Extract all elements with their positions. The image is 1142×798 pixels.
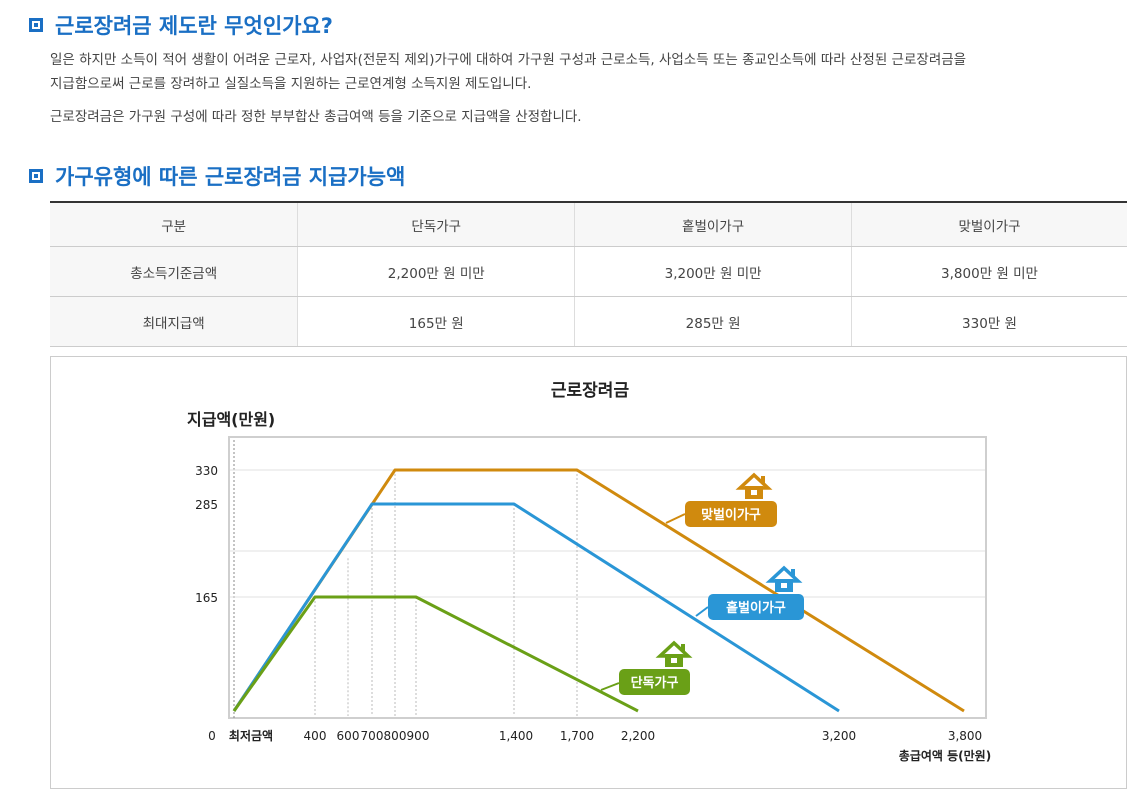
callout-label: 맞벌이가구	[701, 507, 761, 523]
table-header-cell: 맞벌이가구	[851, 201, 1127, 247]
callout-pointer	[600, 682, 620, 691]
chart-svg: 근로장려금 지급액(만원) 330 285 165 0 최저금액 400 600 700 80…	[187, 381, 991, 763]
x-tick-label: 900	[407, 729, 430, 743]
x-tick-label: 1,400	[499, 729, 533, 743]
house-chimney	[791, 569, 795, 576]
plot-area	[228, 436, 987, 719]
table-row-header: 총소득기준금액	[50, 246, 298, 297]
table-header-cell: 단독가구	[297, 201, 575, 247]
x-tick-label: 1,700	[560, 729, 594, 743]
callout-pointer	[695, 606, 709, 617]
y-axis-label: 지급액(만원)	[187, 410, 275, 429]
house-chimney	[761, 476, 765, 483]
section-title-what: 근로장려금 제도란 무엇인가요?	[29, 10, 333, 40]
house-window	[671, 658, 677, 663]
series-line-1	[232, 502, 840, 713]
table-cell: 3,800만 원 미만	[851, 246, 1127, 297]
x-tick-label: 800	[384, 729, 407, 743]
x-tick-label: 600	[337, 729, 360, 743]
house-icon	[655, 640, 693, 667]
callout-badge	[619, 669, 690, 695]
basis-paragraph: 근로장려금은 가구원 구성에 따라 정한 부부합산 총급여액 등을 기준으로 지…	[50, 109, 582, 125]
intro-paragraph: 일은 하지만 소득이 적어 생활이 어려운 근로자, 사업자(전문직 제외)가구…	[50, 48, 1120, 96]
table-cell: 2,200만 원 미만	[297, 246, 575, 297]
table-header-cell: 구분	[50, 201, 298, 247]
y-tick-label: 330	[195, 464, 218, 478]
section-title-text: 가구유형에 따른 근로장려금 지급가능액	[55, 165, 406, 189]
square-bullet-icon	[29, 18, 43, 32]
table-cell: 285만 원	[574, 296, 852, 347]
table-cell: 330만 원	[851, 296, 1127, 347]
house-icon	[765, 565, 803, 592]
table-cell: 3,200만 원 미만	[574, 246, 852, 297]
table-cell: 165만 원	[297, 296, 575, 347]
house-window	[751, 490, 757, 495]
square-bullet-icon	[29, 169, 43, 183]
x-tick-label: 3,800	[948, 729, 982, 743]
intro-line-1: 일은 하지만 소득이 적어 생활이 어려운 근로자, 사업자(전문직 제외)가구…	[50, 52, 967, 68]
callout-badge	[708, 594, 804, 620]
x-tick-label: 3,200	[822, 729, 856, 743]
y-tick-label: 165	[195, 591, 218, 605]
chart-box: 근로장려금 지급액(만원) 330 285 165 0 최저금액 400 600 700 80…	[50, 356, 1127, 789]
table-header-row: 구분 단독가구 홑벌이가구 맞벌이가구	[50, 201, 1127, 247]
table-row: 최대지급액 165만 원 285만 원 330만 원	[50, 296, 1127, 347]
callout-pointer	[665, 513, 686, 524]
amount-table: 구분 단독가구 홑벌이가구 맞벌이가구 총소득기준금액 2,200만 원 미만 …	[50, 201, 1127, 347]
section-title-amount: 가구유형에 따른 근로장려금 지급가능액	[29, 161, 405, 191]
table-row: 총소득기준금액 2,200만 원 미만 3,200만 원 미만 3,800만 원…	[50, 246, 1127, 297]
x-axis-label: 총급여액 등(만원)	[899, 748, 991, 763]
x-tick-label: 400	[304, 729, 327, 743]
x-tick-label: 700	[361, 729, 384, 743]
y-tick-label: 285	[195, 498, 218, 512]
house-icon	[735, 472, 773, 499]
x-tick-label: 0	[208, 729, 216, 743]
table-row-header: 최대지급액	[50, 296, 298, 347]
x-ticks: 0 최저금액 400 600 700 800 900 1,400 1,700 2,200 3,200…	[208, 728, 982, 743]
callout-label: 단독가구	[631, 675, 679, 691]
x-tick-label: 최저금액	[229, 728, 273, 743]
y-ticks: 330 285 165	[195, 464, 218, 605]
table-header-cell: 홑벌이가구	[574, 201, 852, 247]
chart-title: 근로장려금	[551, 381, 630, 401]
callouts: 단독가구 홑벌이가구 맞벌이가구	[600, 472, 804, 695]
x-tick-label: 2,200	[621, 729, 655, 743]
series-line-0	[232, 595, 639, 713]
callout-badge	[685, 501, 777, 527]
house-window	[781, 583, 787, 588]
house-chimney	[681, 644, 685, 651]
intro-line-2: 지급함으로써 근로를 장려하고 실질소득을 지원하는 근로연계형 소득지원 제도…	[50, 76, 532, 92]
section-title-text: 근로장려금 제도란 무엇인가요?	[55, 14, 333, 38]
series-group	[232, 468, 965, 713]
callout-label: 홑벌이가구	[726, 600, 786, 616]
